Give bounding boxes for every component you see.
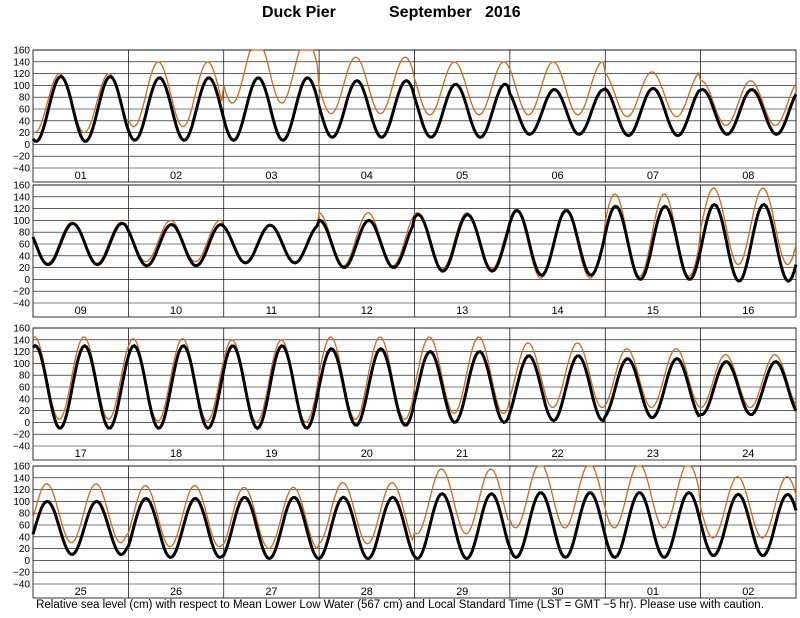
y-tick-label: 60	[19, 240, 31, 251]
day-label: 11	[266, 305, 277, 317]
day-label: 01	[75, 170, 87, 182]
predicted-series-line	[31, 202, 798, 283]
day-label: 06	[551, 170, 563, 182]
predicted-series-line	[31, 343, 798, 431]
y-tick-label: 40	[19, 394, 31, 405]
y-tick-label: 20	[19, 406, 31, 417]
y-tick-label: −20	[13, 430, 30, 441]
observed-series-line	[32, 49, 797, 134]
y-tick-label: 160	[13, 46, 30, 57]
day-label: 12	[361, 305, 373, 317]
day-label: 30	[551, 586, 563, 598]
y-tick-label: 140	[13, 473, 30, 484]
panel-frame	[32, 327, 797, 461]
y-tick-label: 160	[13, 181, 30, 192]
y-tick-label: 120	[13, 69, 30, 80]
day-label: 15	[647, 305, 659, 317]
day-label: 18	[170, 448, 182, 460]
y-tick-label: 160	[13, 462, 30, 473]
y-tick-label: 160	[13, 324, 30, 335]
y-tick-label: 120	[13, 347, 30, 358]
day-label: 17	[75, 448, 87, 460]
y-tick-label: 80	[19, 93, 31, 104]
observed-series-line	[32, 465, 797, 550]
month-year: September 2016	[389, 4, 521, 21]
day-label: 27	[265, 586, 277, 598]
y-tick-label: 140	[13, 335, 30, 346]
y-tick-label: −40	[13, 580, 30, 591]
panel-frame	[32, 49, 797, 183]
y-tick-label: 40	[19, 251, 31, 262]
predicted-series-line	[31, 74, 798, 143]
day-label: 26	[170, 586, 182, 598]
chart-title: Duck Pier September 2016	[0, 4, 800, 26]
day-label: 14	[551, 305, 563, 317]
y-tick-label: 20	[19, 263, 31, 274]
day-label: 22	[551, 448, 563, 460]
y-tick-label: −20	[13, 287, 30, 298]
y-tick-label: 0	[24, 556, 30, 567]
y-tick-label: −20	[13, 568, 30, 579]
y-tick-label: 20	[19, 128, 31, 139]
y-tick-label: −40	[13, 299, 30, 310]
day-label: 24	[742, 448, 754, 460]
day-label: 20	[361, 448, 373, 460]
panel-frame	[32, 184, 797, 318]
y-tick-label: 140	[13, 57, 30, 68]
y-tick-label: 40	[19, 116, 31, 127]
y-tick-label: 80	[19, 228, 31, 239]
day-label: 19	[265, 448, 277, 460]
y-tick-label: 20	[19, 544, 31, 555]
y-tick-label: 140	[13, 192, 30, 203]
y-tick-label: 60	[19, 105, 31, 116]
y-tick-label: 100	[13, 81, 30, 92]
y-tick-label: 100	[13, 216, 30, 227]
day-label: 25	[75, 586, 87, 598]
y-tick-label: 100	[13, 359, 30, 370]
day-label: 13	[456, 305, 468, 317]
y-tick-label: 40	[19, 532, 31, 543]
day-label: 29	[456, 586, 468, 598]
day-label: 04	[361, 170, 373, 182]
day-label: 08	[742, 170, 754, 182]
y-tick-label: −20	[13, 152, 30, 163]
station-name: Duck Pier	[262, 4, 336, 21]
day-label: 02	[742, 586, 754, 598]
y-tick-label: 100	[13, 497, 30, 508]
day-label: 10	[170, 305, 182, 317]
y-tick-label: 80	[19, 509, 31, 520]
y-tick-label: 0	[24, 418, 30, 429]
y-tick-label: 80	[19, 371, 31, 382]
y-tick-label: 60	[19, 521, 31, 532]
day-label: 02	[170, 170, 182, 182]
day-label: 05	[456, 170, 468, 182]
y-tick-label: 0	[24, 140, 30, 151]
y-tick-label: 120	[13, 485, 30, 496]
day-label: 28	[361, 586, 373, 598]
y-tick-label: 0	[24, 275, 30, 286]
day-label: 21	[456, 448, 468, 460]
y-tick-label: 120	[13, 204, 30, 215]
predicted-series-line	[31, 490, 798, 561]
day-label: 01	[647, 586, 659, 598]
observed-series-line	[32, 187, 797, 279]
day-label: 16	[742, 305, 754, 317]
day-label: 09	[75, 305, 87, 317]
day-label: 23	[647, 448, 659, 460]
y-tick-label: 60	[19, 383, 31, 394]
day-label: 07	[647, 170, 659, 182]
observed-series-line	[32, 336, 797, 423]
footnote: Relative sea level (cm) with respect to …	[36, 599, 764, 611]
y-tick-label: −40	[13, 164, 30, 175]
y-tick-label: −40	[13, 442, 30, 453]
day-label: 03	[265, 170, 277, 182]
